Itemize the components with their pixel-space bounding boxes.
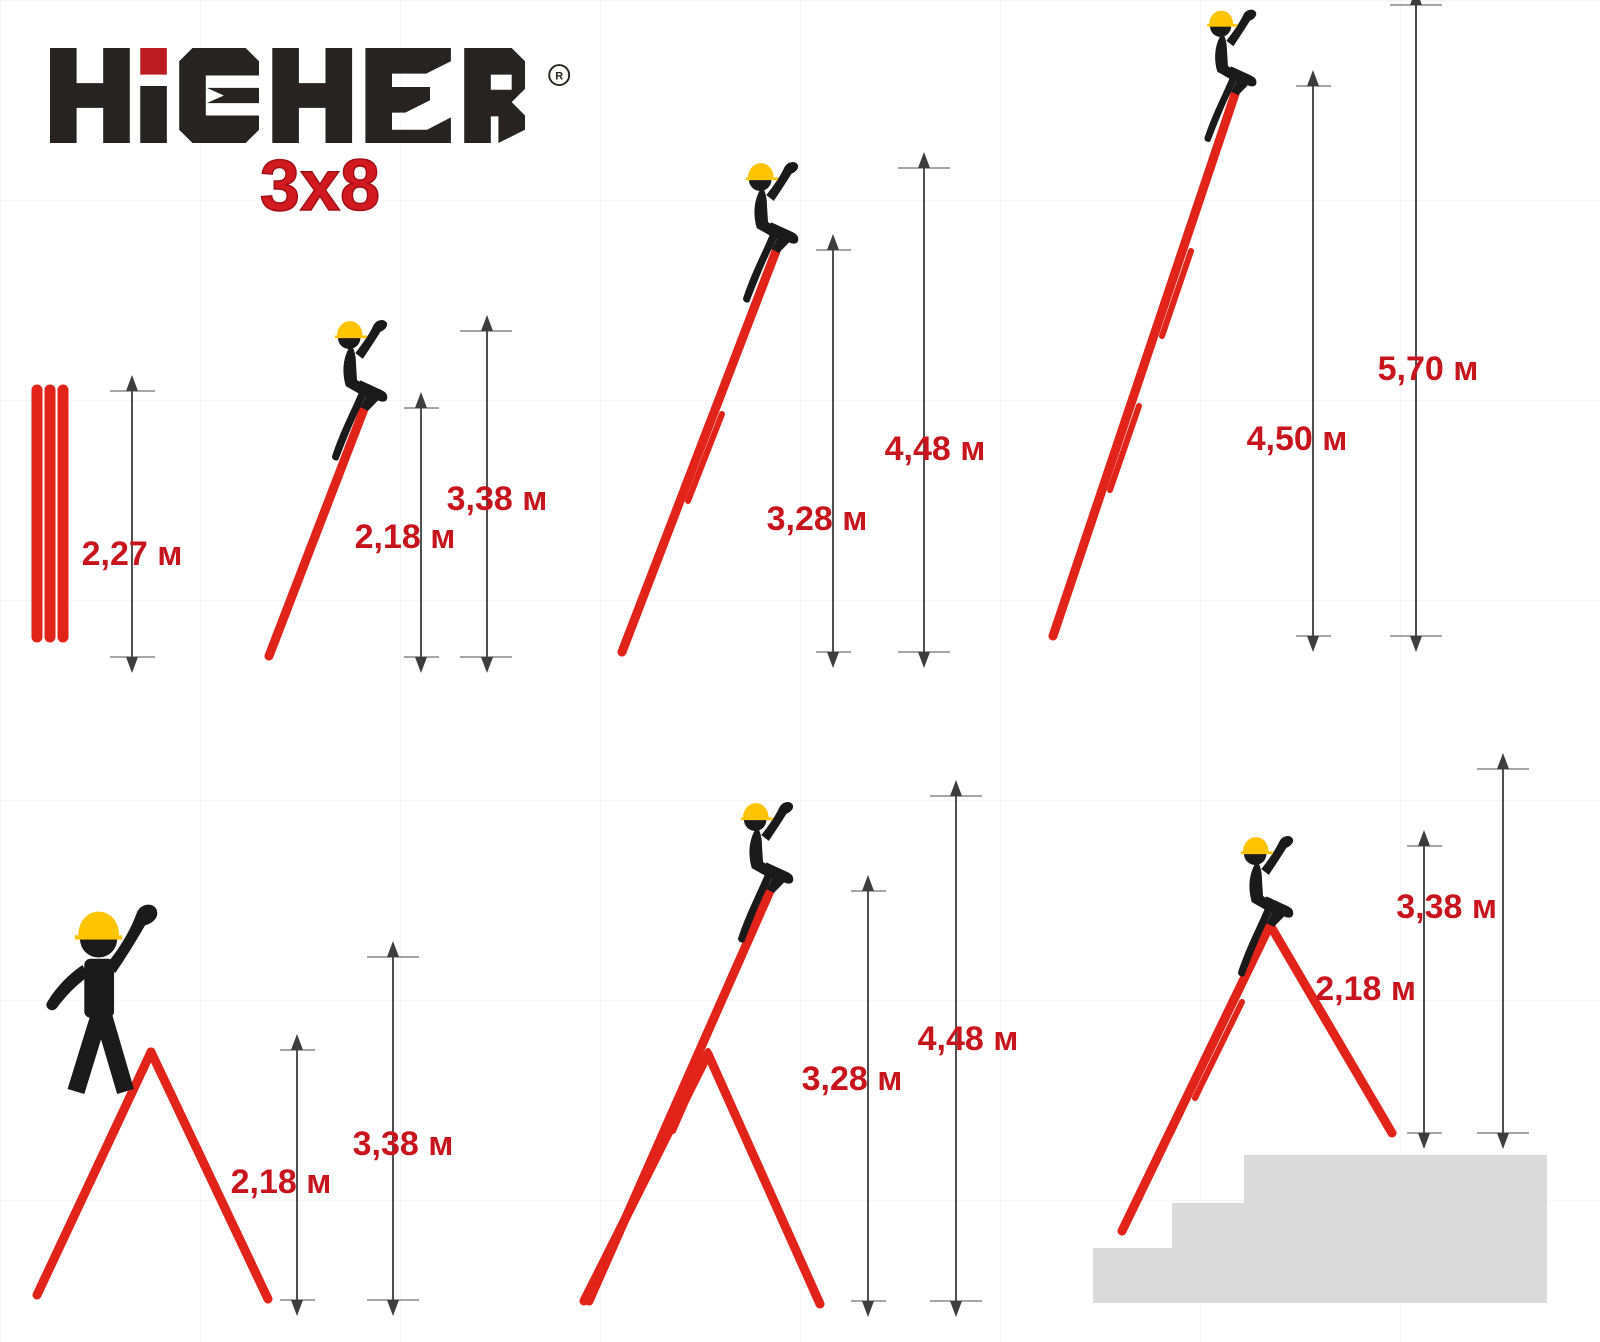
svg-text:R: R <box>555 70 563 82</box>
svg-text:4,48 м: 4,48 м <box>885 430 986 468</box>
svg-text:2,18 м: 2,18 м <box>231 1163 332 1201</box>
svg-text:2,27 м: 2,27 м <box>82 535 183 573</box>
svg-text:2,18 м: 2,18 м <box>1315 970 1416 1008</box>
svg-text:5,70 м: 5,70 м <box>1378 350 1479 388</box>
svg-text:3,38 м: 3,38 м <box>447 480 548 518</box>
svg-text:2,18 м: 2,18 м <box>355 518 456 556</box>
svg-text:3,28 м: 3,28 м <box>767 500 868 538</box>
svg-text:3,38 м: 3,38 м <box>1396 888 1497 926</box>
svg-text:3x8: 3x8 <box>260 146 380 226</box>
svg-text:3,28 м: 3,28 м <box>802 1060 903 1098</box>
svg-text:3,38 м: 3,38 м <box>353 1125 454 1163</box>
svg-text:4,48 м: 4,48 м <box>918 1020 1019 1058</box>
svg-text:4,50 м: 4,50 м <box>1247 420 1348 458</box>
